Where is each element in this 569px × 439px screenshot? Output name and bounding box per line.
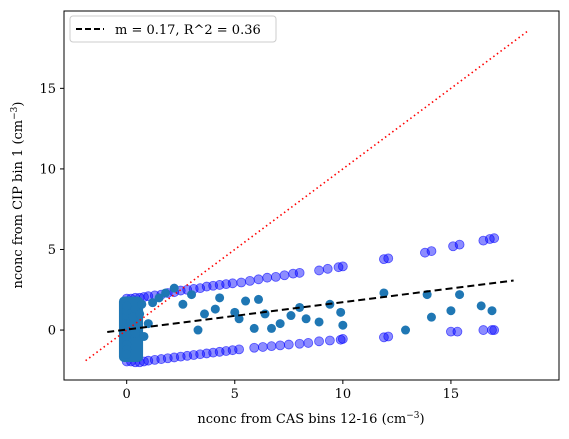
y-axis-label: nconc from CIP bin 1 (cm−3): [10, 102, 26, 289]
data-point-series-1: [446, 306, 456, 316]
data-point-series-1: [260, 309, 270, 319]
data-point-series-2: [234, 344, 244, 355]
data-point-series-2: [253, 274, 264, 285]
data-point-series-2: [279, 270, 290, 281]
data-point-series-2: [487, 325, 497, 335]
data-point-series-1: [193, 325, 203, 335]
data-point-series-1: [132, 320, 142, 330]
data-point-series-1: [379, 288, 389, 298]
data-point-series-1: [254, 294, 264, 304]
data-point-series-2: [383, 331, 394, 342]
data-point-series-1: [249, 323, 259, 333]
x-tick-label: 15: [443, 387, 460, 402]
x-tick-label: 10: [335, 387, 352, 402]
x-axis-label: nconc from CAS bins 12-16 (cm−3): [197, 411, 424, 427]
data-point-series-2: [454, 239, 465, 250]
data-point-series-2: [257, 342, 268, 352]
data-point-series-1: [178, 299, 188, 309]
legend-label-fit-line: m = 0.17, R^2 = 0.36: [115, 23, 261, 38]
y-tick-label: 10: [39, 162, 56, 177]
data-point-series-1: [210, 304, 220, 314]
data-point-series-2: [227, 278, 238, 289]
data-point-series-2: [303, 338, 314, 348]
data-point-series-1: [267, 323, 277, 333]
data-point-series-1: [301, 314, 311, 324]
data-point-series-2: [262, 272, 273, 283]
plot-area: [63, 10, 560, 381]
data-point-series-1: [148, 298, 158, 308]
fit-line: [107, 279, 514, 334]
legend: m = 0.17, R^2 = 0.36: [69, 15, 277, 43]
data-point-series-1: [161, 288, 171, 298]
data-point-series-1: [215, 293, 225, 303]
data-point-series-1: [314, 317, 324, 327]
x-tick-label: 0: [123, 387, 131, 402]
data-point-series-2: [283, 339, 294, 350]
data-point-series-2: [249, 342, 260, 353]
y-tick-label: 0: [48, 324, 56, 339]
data-point-series-2: [489, 233, 500, 244]
data-point-series-2: [426, 246, 437, 256]
data-point-series-2: [275, 340, 286, 351]
data-point-series-1: [169, 283, 179, 293]
data-point-series-1: [122, 301, 132, 311]
data-point-series-1: [130, 328, 140, 338]
data-point-series-2: [337, 261, 348, 272]
data-point-series-1: [401, 325, 411, 335]
data-point-series-2: [478, 325, 489, 335]
data-point-series-2: [383, 253, 394, 264]
data-point-series-1: [234, 314, 244, 324]
data-point-series-1: [336, 307, 346, 317]
data-point-series-1: [135, 309, 145, 319]
data-point-series-1: [338, 320, 348, 330]
data-point-series-1: [230, 307, 240, 317]
data-point-series-1: [476, 301, 486, 311]
data-point-series-1: [455, 290, 465, 300]
data-point-series-1: [200, 309, 210, 319]
y-tick-label: 5: [48, 243, 56, 258]
legend-box: [69, 15, 277, 43]
data-point-series-1: [154, 293, 164, 303]
data-point-series-1: [143, 319, 153, 329]
data-point-series-2: [322, 263, 333, 274]
data-point-series-1: [487, 306, 497, 316]
data-point-series-1: [139, 331, 149, 341]
data-point-series-2: [294, 267, 305, 278]
data-point-series-2: [324, 335, 335, 346]
data-point-series-1: [137, 299, 147, 309]
data-point-series-2: [266, 341, 277, 352]
data-point-series-2: [270, 271, 281, 282]
data-point-series-1: [426, 312, 436, 322]
data-point-series-2: [244, 276, 255, 286]
x-tick-label: 5: [231, 387, 239, 402]
y-tick-label: 15: [39, 82, 56, 97]
data-point-series-1: [275, 319, 285, 329]
data-point-series-2: [314, 336, 324, 347]
data-point-series-1: [122, 349, 132, 359]
data-point-series-1: [187, 290, 197, 300]
data-point-series-1: [241, 296, 251, 306]
data-point-series-1: [286, 311, 296, 321]
data-point-series-2: [452, 326, 463, 337]
data-point-series-2: [489, 325, 500, 335]
data-point-series-2: [314, 265, 324, 276]
data-point-series-2: [294, 338, 305, 349]
data-point-series-2: [236, 277, 247, 288]
data-point-series-2: [337, 334, 348, 344]
